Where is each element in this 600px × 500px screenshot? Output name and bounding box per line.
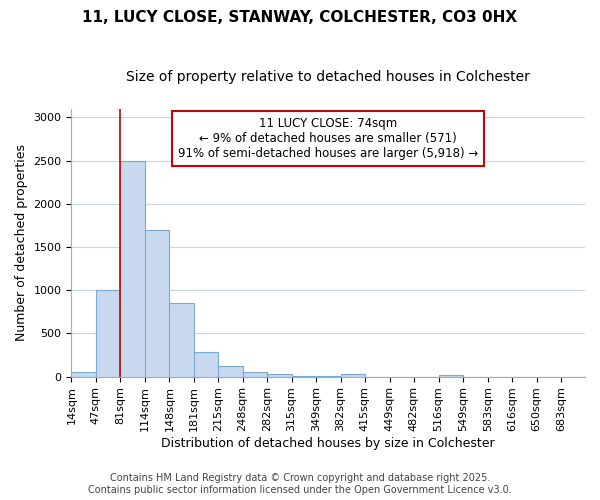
Bar [268, 374, 292, 376]
Bar [145, 230, 169, 376]
Bar [169, 303, 194, 376]
Bar [121, 160, 145, 376]
Bar [218, 366, 242, 376]
Bar [341, 374, 365, 376]
Text: Contains HM Land Registry data © Crown copyright and database right 2025.
Contai: Contains HM Land Registry data © Crown c… [88, 474, 512, 495]
Bar [242, 372, 267, 376]
Bar [71, 372, 95, 376]
X-axis label: Distribution of detached houses by size in Colchester: Distribution of detached houses by size … [161, 437, 495, 450]
Text: 11, LUCY CLOSE, STANWAY, COLCHESTER, CO3 0HX: 11, LUCY CLOSE, STANWAY, COLCHESTER, CO3… [82, 10, 518, 25]
Bar [95, 290, 119, 376]
Y-axis label: Number of detached properties: Number of detached properties [15, 144, 28, 341]
Text: 11 LUCY CLOSE: 74sqm
← 9% of detached houses are smaller (571)
91% of semi-detac: 11 LUCY CLOSE: 74sqm ← 9% of detached ho… [178, 117, 478, 160]
Bar [194, 352, 218, 376]
Title: Size of property relative to detached houses in Colchester: Size of property relative to detached ho… [126, 70, 530, 84]
